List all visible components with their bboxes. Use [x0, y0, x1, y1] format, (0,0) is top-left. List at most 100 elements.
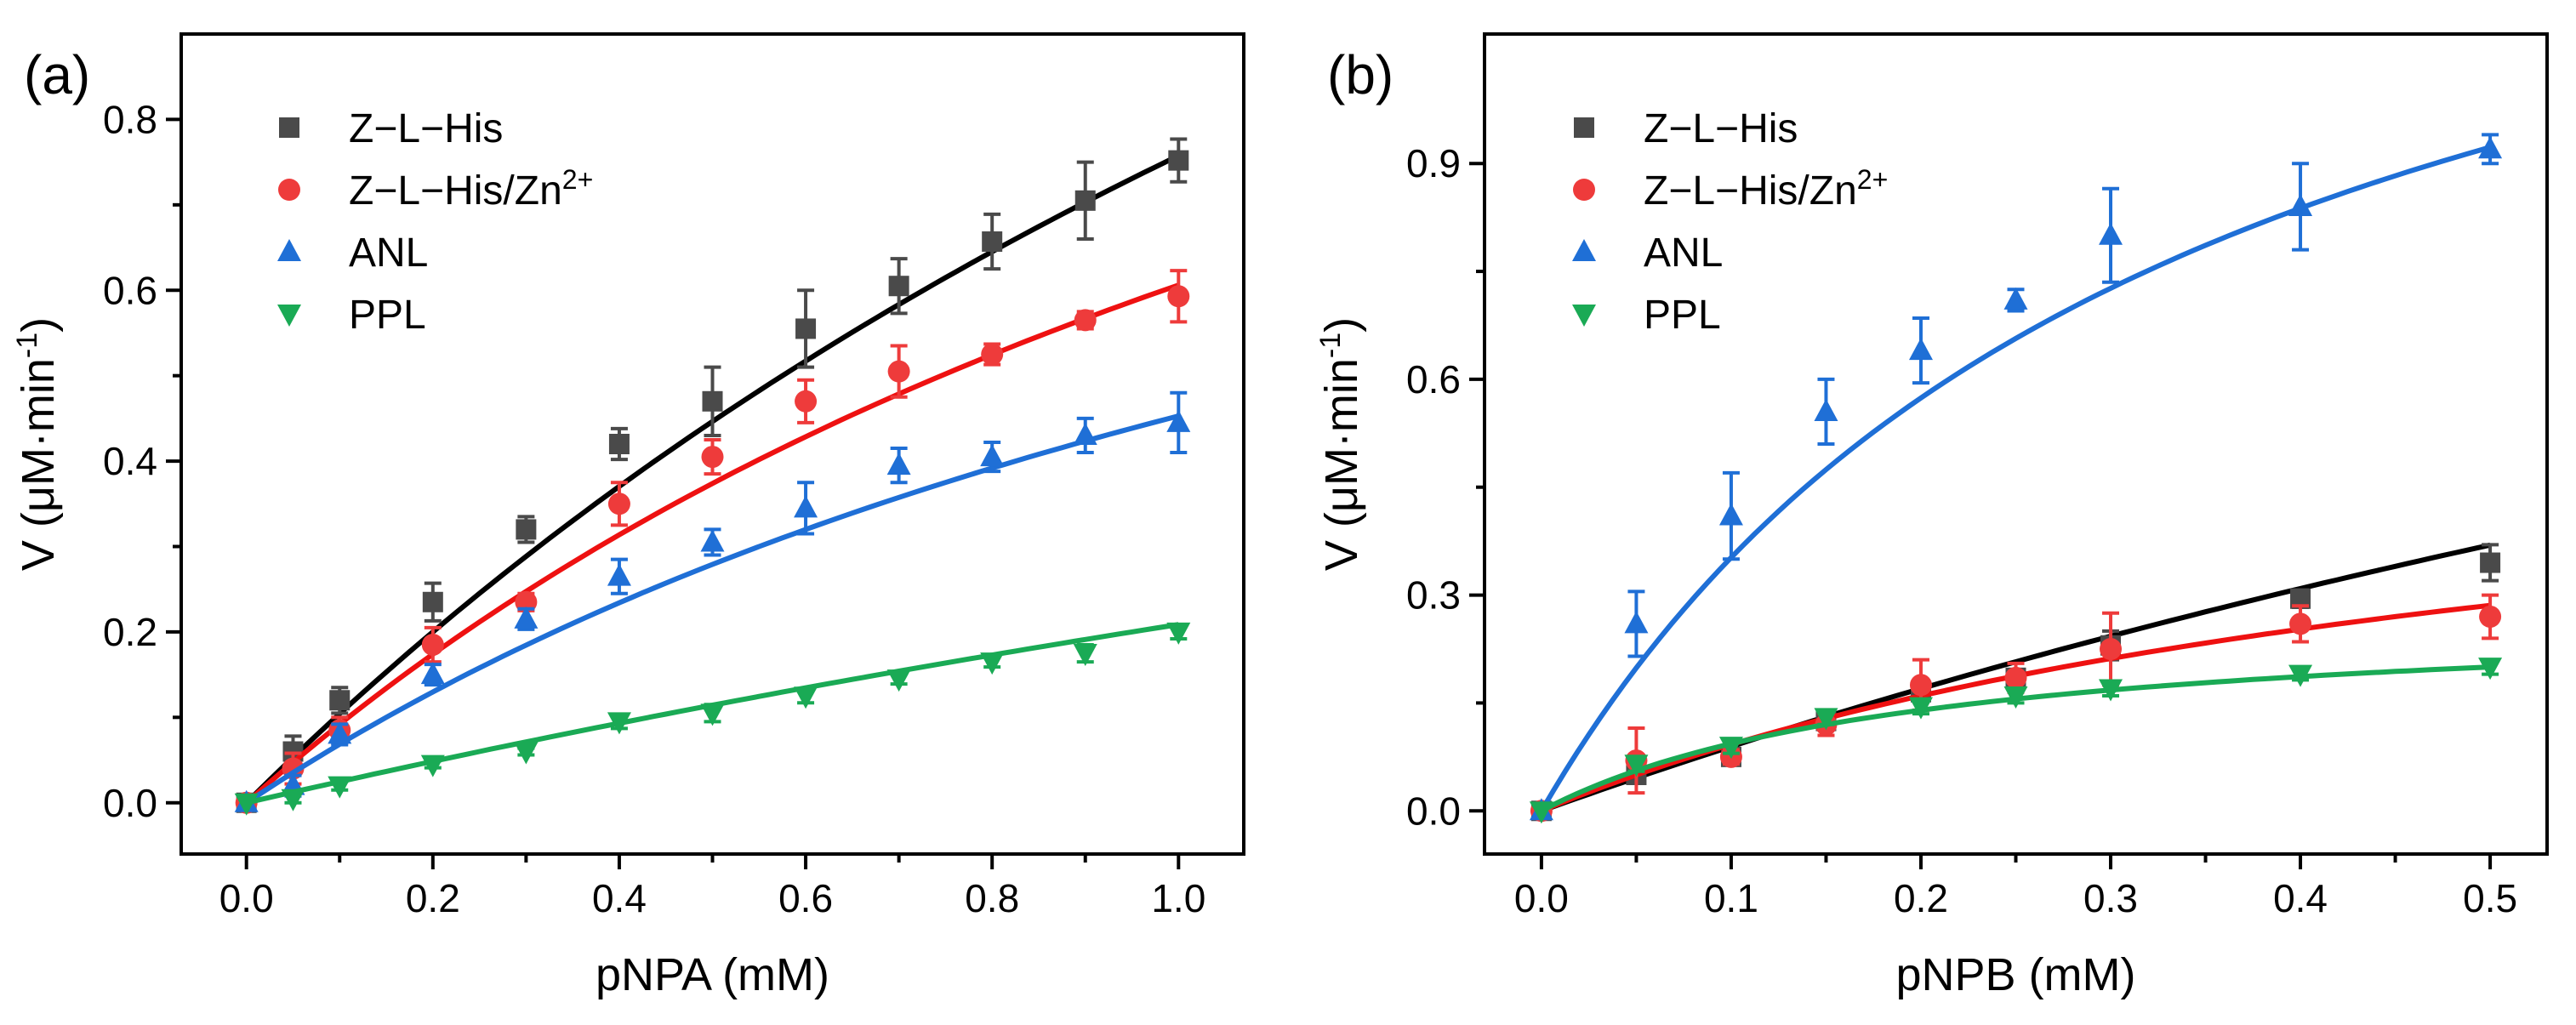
legend-label: PPL: [1644, 293, 1721, 338]
data-point: [794, 686, 818, 709]
data-point: [2288, 664, 2313, 687]
data-point: [328, 721, 352, 744]
data-point: [607, 563, 631, 586]
data-point: [2100, 638, 2123, 660]
data-point: [607, 493, 630, 515]
data-point: [1909, 674, 1932, 697]
plot-frame: [1483, 32, 2549, 856]
legend-marker: [277, 305, 301, 327]
data-point: [1624, 611, 1649, 634]
data-point: [1908, 697, 1933, 720]
x-tick-label: 1.0: [1151, 876, 1205, 920]
data-point: [700, 703, 725, 726]
y-tick-label: 0.4: [103, 439, 157, 483]
data-point: [2003, 686, 2028, 709]
x-tick-label: 0.4: [592, 876, 647, 920]
data-point: [886, 669, 911, 692]
y-tick-label: 0.3: [1406, 573, 1461, 618]
legend-label-main: PPL: [1644, 293, 1721, 338]
x-tick-label: 0.6: [778, 876, 833, 920]
legend-label-main: ANL: [1644, 231, 1723, 276]
legend-label-main: Z−L−His: [349, 106, 503, 151]
data-point: [1529, 801, 1553, 824]
data-point: [700, 529, 725, 552]
data-point: [1073, 422, 1097, 445]
data-point: [1074, 190, 1096, 211]
data-point: [795, 318, 817, 339]
data-point: [980, 444, 1005, 467]
data-point: [281, 789, 305, 811]
legend-label-main: Z−L−His/Zn: [1644, 168, 1857, 214]
series-ppl: [1529, 658, 2503, 824]
x-tick-label: 0.1: [1704, 876, 1758, 920]
y-tick-label: 0.6: [103, 268, 157, 312]
y-tick-label: 0.8: [103, 97, 157, 141]
legend-label-main: Z−L−His/Zn: [349, 168, 562, 214]
data-point: [794, 495, 818, 518]
y-axis-title-close: ): [1316, 317, 1367, 333]
y-axis-title-superscript: -1: [1314, 333, 1347, 358]
x-tick-label: 0.0: [219, 876, 274, 920]
legend-label: ANL: [1644, 231, 1723, 276]
y-axis-title-close: ): [13, 317, 64, 333]
data-point: [1908, 338, 1933, 361]
data-point: [1166, 409, 1191, 432]
panel-b: 0.0 0.1 0.2 0.3 0.4 0.5 0.0 0.3 0.6 0.9 pNPB (mM) V…: [1314, 32, 2549, 1000]
data-point: [982, 231, 1003, 253]
data-point: [887, 360, 910, 383]
data-point: [2478, 136, 2503, 159]
data-point: [329, 690, 350, 711]
legend-label: Z−L−His: [1644, 106, 1798, 151]
panel-a: 0.0 0.2 0.4 0.6 0.8 1.0 0.0 0.2 0.4 0.6 0.8 pNPA (m…: [11, 32, 1245, 1000]
data-point: [2099, 679, 2123, 702]
legend-label: ANL: [349, 231, 428, 276]
data-point: [328, 776, 352, 799]
legend-label: Z−L−His: [349, 106, 503, 151]
data-point: [701, 446, 724, 469]
series-anl: [234, 390, 1191, 812]
legend-marker: [1572, 305, 1596, 327]
legend-label-superscript: 2+: [562, 164, 593, 195]
y-tick-label: 0.9: [1406, 141, 1461, 185]
data-point: [2479, 605, 2502, 628]
data-point: [516, 519, 537, 540]
data-point: [2003, 287, 2028, 310]
x-tick-label: 0.3: [2083, 876, 2138, 920]
data-point: [422, 591, 443, 612]
y-tick-label: 0.0: [1406, 789, 1461, 833]
data-point: [981, 343, 1004, 366]
fit-line: [245, 413, 1180, 806]
data-point: [1814, 398, 1838, 421]
panel-label: (b): [1327, 44, 1393, 105]
legend-label-superscript: 2+: [1857, 164, 1888, 195]
legend-marker: [1573, 179, 1595, 201]
legend-label: Z−L−His/Zn2+: [349, 164, 593, 214]
data-point: [420, 755, 445, 777]
data-point: [420, 662, 445, 685]
x-tick-label: 0.5: [2463, 876, 2517, 920]
data-point: [607, 712, 631, 735]
legend-label: PPL: [349, 293, 426, 338]
data-point: [608, 434, 630, 454]
data-point: [1074, 309, 1097, 332]
legend-marker: [1572, 239, 1596, 261]
panel-label: (a): [24, 44, 90, 105]
data-point: [888, 276, 909, 297]
legend-marker: [279, 117, 299, 138]
y-axis-title-main: V (μM·min: [1316, 358, 1367, 571]
data-point: [1168, 150, 1189, 171]
data-point: [1718, 737, 1743, 760]
legend-label-main: ANL: [349, 231, 428, 276]
x-tick-label: 0.2: [406, 876, 460, 920]
y-tick-label: 0.0: [103, 781, 157, 825]
data-point: [702, 390, 723, 412]
data-point: [514, 606, 539, 629]
data-point: [980, 652, 1005, 675]
y-axis-title: V (μM·min-1): [1314, 317, 1367, 571]
x-axis-title: pNPA (mM): [596, 949, 829, 1000]
legend-label-main: Z−L−His: [1644, 106, 1798, 151]
legend-marker: [277, 239, 301, 261]
x-tick-label: 0.4: [2273, 876, 2328, 920]
x-tick-label: 0.8: [965, 876, 1019, 920]
data-point: [234, 793, 259, 816]
